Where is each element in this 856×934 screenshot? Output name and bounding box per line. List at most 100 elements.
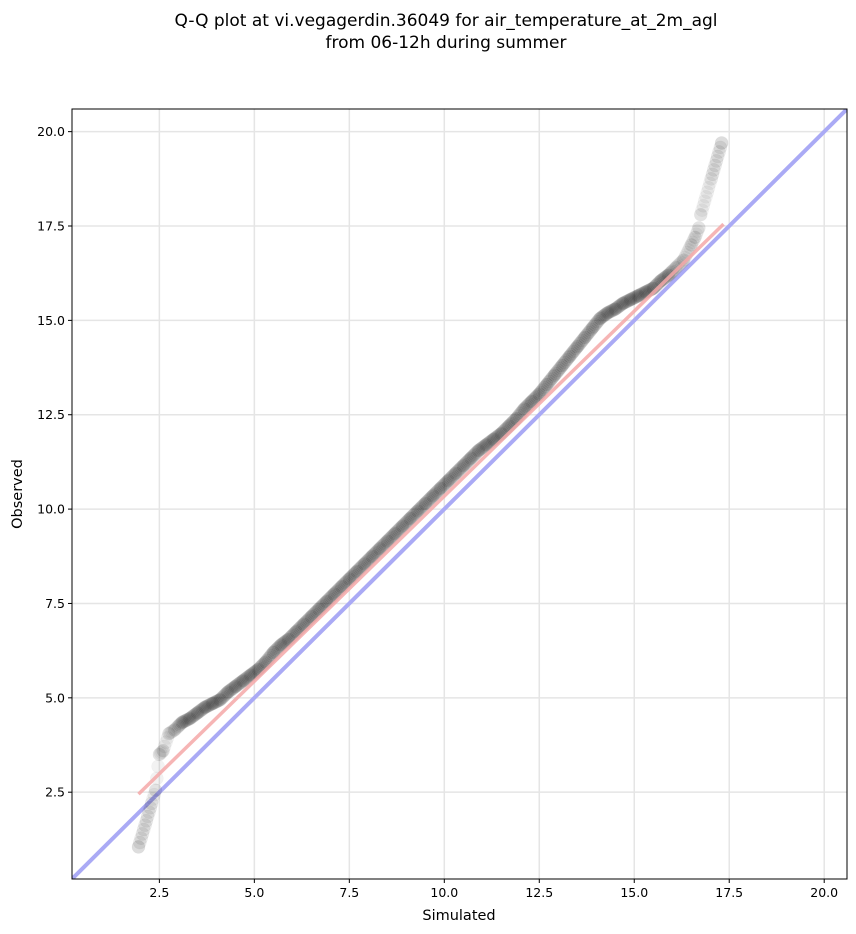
quantile-point (466, 448, 481, 463)
quantile-point (478, 439, 492, 453)
quantile-point (207, 696, 221, 710)
quantile-point (236, 674, 250, 688)
quantile-point (208, 695, 222, 710)
quantile-point (551, 363, 566, 378)
quantile-point (279, 634, 293, 649)
quantile-point (403, 511, 417, 526)
quantile-point (570, 340, 584, 354)
quantile-point (395, 519, 410, 533)
quantile-point (419, 495, 434, 509)
quantile-point (371, 543, 386, 557)
y-axis-ticks: 2.5 5.0 7.5 10.0 12.5 15.0 17.5 20.0 (37, 124, 72, 800)
quantile-point (307, 607, 321, 621)
quantile-point (388, 526, 402, 541)
quantile-point (467, 447, 482, 462)
quantile-point (571, 338, 586, 353)
quantile-point (322, 592, 336, 606)
quantile-point (485, 433, 500, 448)
quantile-point (667, 263, 681, 277)
quantile-point (365, 549, 379, 564)
quantile-point (624, 292, 639, 306)
quantile-point (570, 339, 585, 354)
quantile-point (714, 136, 729, 150)
quantile-point (523, 395, 538, 410)
quantile-point (205, 696, 220, 711)
quantile-point (715, 136, 729, 150)
quantile-point (616, 296, 630, 310)
quantile-point (633, 287, 648, 302)
quantile-point (169, 722, 183, 736)
quantile-point (138, 818, 152, 832)
quantile-point (531, 388, 545, 403)
quantile-point (326, 588, 340, 603)
quantile-point (605, 303, 620, 318)
quantile-point (221, 685, 235, 699)
quantile-point (171, 719, 186, 733)
quantile-point (189, 707, 203, 721)
quantile-point (547, 368, 561, 382)
quantile-point (560, 352, 574, 367)
quantile-point (350, 564, 364, 578)
quantile-point (390, 524, 405, 538)
quantile-point (699, 190, 713, 204)
quantile-point (327, 587, 341, 601)
quantile-point (315, 598, 330, 613)
quantile-point (347, 567, 362, 581)
quantile-point (536, 382, 550, 397)
quantile-point (674, 256, 688, 269)
quantile-point (479, 438, 493, 452)
quantile-point (319, 594, 334, 609)
quantile-point (131, 840, 145, 854)
quantile-point (548, 366, 563, 381)
quantile-point (222, 684, 236, 699)
quantile-point (422, 492, 436, 507)
quantile-point (227, 680, 241, 695)
quantile-point (563, 349, 577, 363)
quantile-point (705, 167, 720, 182)
y-tick-label: 2.5 (45, 785, 65, 800)
quantile-point (191, 705, 206, 719)
quantile-point (362, 551, 377, 566)
x-tick-label: 5.0 (244, 885, 264, 900)
quantile-point (274, 638, 288, 652)
quantile-point (194, 703, 208, 717)
identity-reference-line (72, 109, 847, 879)
quantile-point (224, 682, 239, 697)
quantile-point (186, 708, 201, 723)
quantile-point (386, 528, 401, 542)
quantile-point (465, 450, 479, 464)
quantile-point (262, 650, 277, 665)
quantile-point (669, 261, 683, 275)
quantile-point (237, 673, 252, 687)
quantile-point (424, 490, 439, 504)
quantile-point (177, 714, 192, 728)
quantile-point (297, 617, 311, 631)
quantile-point (708, 158, 722, 173)
quantile-point (357, 557, 372, 571)
quantile-point (580, 327, 595, 342)
quantile-point (455, 460, 469, 474)
quantile-point (320, 593, 335, 608)
y-tick-label: 12.5 (37, 407, 65, 422)
quantile-point (595, 309, 610, 324)
quantile-point (426, 489, 440, 503)
quantile-point (688, 230, 702, 244)
quantile-point (170, 720, 184, 734)
quantile-point (480, 437, 495, 451)
quantile-point (375, 539, 390, 554)
quantile-point (356, 558, 371, 572)
quantile-point (673, 257, 687, 271)
quantile-point (162, 727, 176, 741)
quantile-point (140, 809, 155, 824)
quantile-point (575, 333, 590, 348)
quantile-point (585, 321, 600, 335)
quantile-point (662, 267, 677, 281)
quantile-point (545, 371, 559, 386)
quantile-point (342, 572, 357, 586)
quantile-point (631, 289, 645, 303)
quantile-point (591, 313, 606, 327)
quantile-point (366, 548, 381, 562)
quantile-point (409, 505, 424, 520)
quantile-point (604, 304, 619, 318)
quantile-point (229, 678, 244, 693)
